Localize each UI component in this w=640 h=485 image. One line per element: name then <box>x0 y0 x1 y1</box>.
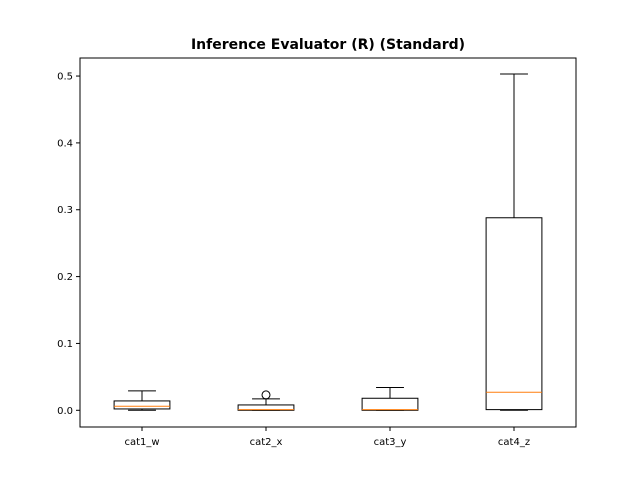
x-tick-label: cat1_w <box>124 437 159 448</box>
box-iqr <box>237 404 295 411</box>
box-iqr <box>113 400 171 410</box>
y-tick-label: 0.1 <box>57 339 73 350</box>
outlier-point <box>261 390 271 400</box>
y-tick-label: 0.3 <box>57 205 73 216</box>
box-iqr <box>485 217 543 411</box>
y-tick-label: 0.5 <box>57 72 73 83</box>
y-tick-label: 0.4 <box>57 138 73 149</box>
plot-area: 0.0 0.1 0.2 0.3 0.4 0.5 cat1_w cat2_x cat3_y cat4… <box>57 72 543 448</box>
chart-title: Inference Evaluator (R) (Standard) <box>191 37 465 53</box>
x-tick-label: cat3_y <box>374 437 407 448</box>
x-tick-label: cat2_x <box>250 437 283 448</box>
y-tick-label: 0.0 <box>57 406 73 417</box>
axes-frame <box>79 57 577 428</box>
y-tick-label: 0.2 <box>57 272 73 283</box>
x-tick-label: cat4_z <box>498 437 530 448</box>
box-iqr <box>361 397 419 411</box>
